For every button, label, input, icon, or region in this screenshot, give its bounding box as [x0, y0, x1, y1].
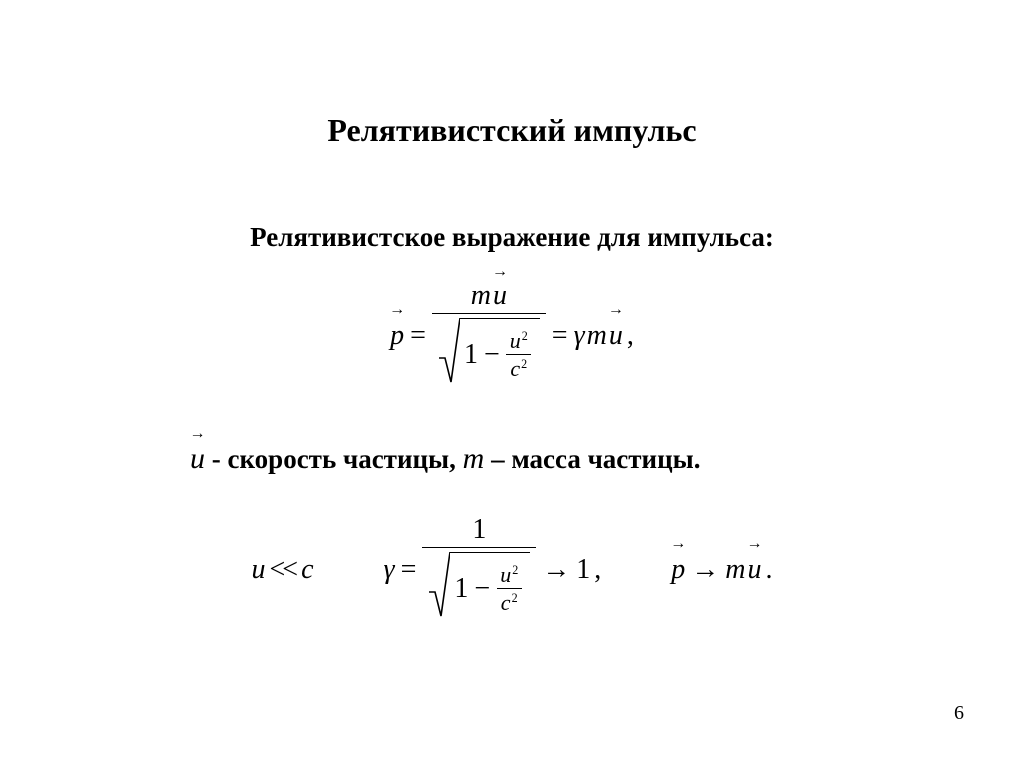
gamma-symbol: γ — [574, 320, 585, 352]
equals-sign-3: = — [395, 554, 423, 586]
u-vector: →u — [493, 282, 507, 310]
comma-2: , — [590, 554, 601, 586]
u-vector-def: →u — [190, 442, 205, 476]
gamma-fraction: 1 1 − — [422, 516, 536, 624]
u-vector-2: →u — [609, 320, 623, 352]
minus-sign: − — [478, 341, 506, 369]
p-vector-2: →p — [671, 554, 685, 586]
gamma-symbol-2: γ — [384, 554, 395, 586]
one: 1 — [464, 341, 478, 369]
equals-sign: = — [404, 320, 432, 352]
u2-over-c2: u2 c2 — [506, 329, 532, 380]
arrow-to-1: → — [536, 554, 576, 586]
slide-title: Релятивистский импульс — [0, 112, 1024, 149]
slide: Релятивистский импульс Релятивистское вы… — [0, 0, 1024, 767]
sqrt-lorentz-2: 1 − u2 c2 — [428, 552, 530, 618]
comma: , — [623, 320, 634, 352]
p-vector: →p — [390, 320, 404, 352]
mass-m-2: m — [587, 320, 607, 352]
mass-m-def: m — [463, 442, 485, 475]
gamma-limit: γ = 1 1 — [384, 516, 602, 624]
limit-one: 1 — [576, 554, 590, 586]
nonrel-condition: u<<c — [252, 554, 314, 586]
variable-definition: →u - скорость частицы, m – масса частицы… — [190, 442, 700, 476]
page-number: 6 — [954, 702, 964, 725]
mass-m-3: m — [725, 554, 745, 586]
sqrt-lorentz: 1 − u2 c2 — [438, 318, 540, 384]
momentum-formula: →p = m→u 1 — [0, 282, 1024, 390]
def-text-2: – масса частицы. — [484, 444, 700, 474]
def-text-1: - скорость частицы, — [212, 444, 463, 474]
mass-m: m — [471, 280, 491, 311]
limit-row: u<<c γ = 1 — [0, 516, 1024, 624]
equals-sign-2: = — [546, 320, 574, 352]
u-vector-3: →u — [747, 554, 761, 586]
arrow-to-2: → — [685, 554, 725, 586]
momentum-limit: →p → m →u . — [671, 554, 772, 586]
momentum-fraction: m→u 1 − u2 — [432, 282, 546, 390]
period: . — [761, 554, 772, 586]
slide-subtitle: Релятивистское выражение для импульса: — [0, 222, 1024, 253]
